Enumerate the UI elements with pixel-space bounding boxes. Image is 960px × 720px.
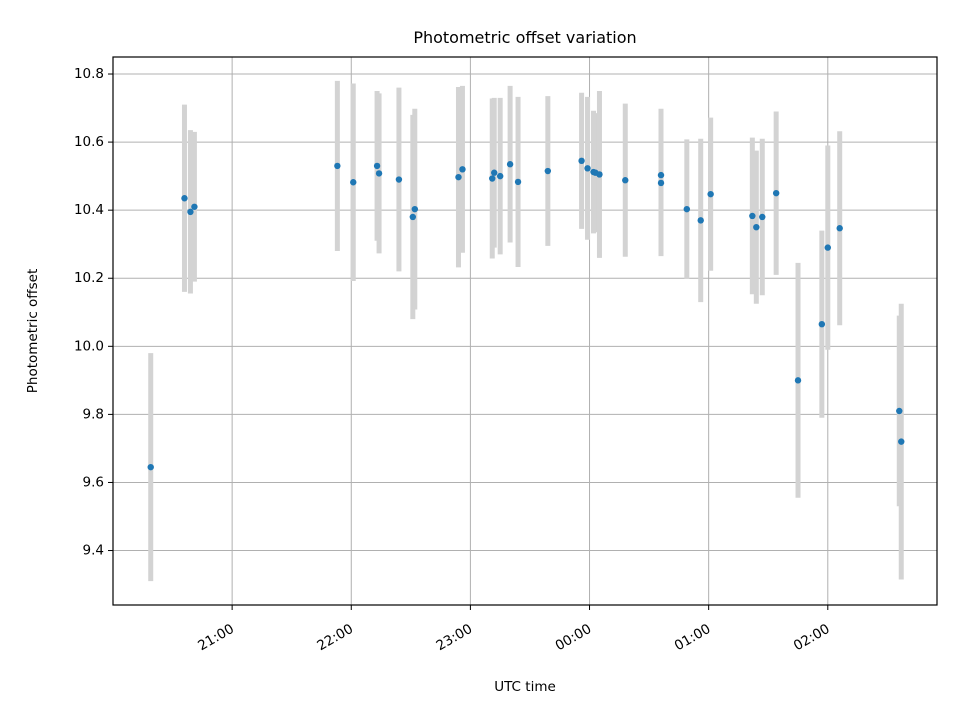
data-point: [794, 377, 802, 384]
data-point: [506, 161, 514, 168]
chart-title: Photometric offset variation: [413, 28, 636, 47]
data-point: [772, 189, 780, 197]
data-point: [375, 170, 383, 177]
data-point: [818, 320, 826, 328]
y-axis-label: Photometric offset: [25, 269, 41, 393]
data-point: [824, 244, 831, 251]
data-point: [191, 203, 198, 210]
y-tick-label: 10.2: [74, 270, 104, 286]
data-point: [578, 157, 585, 165]
data-point: [622, 177, 629, 184]
data-point: [697, 217, 704, 224]
plot-frame: [112, 56, 938, 606]
data-point: [584, 165, 591, 172]
data-point: [596, 171, 603, 178]
data-point: [489, 175, 496, 182]
y-tick-label: 9.8: [83, 406, 104, 422]
x-axis-label: UTC time: [494, 679, 556, 695]
data-point: [455, 173, 462, 181]
data-point: [187, 208, 194, 216]
data-point: [373, 162, 381, 170]
y-tick-label: 10.6: [74, 134, 104, 150]
data-point: [707, 190, 714, 198]
data-point: [459, 166, 466, 173]
data-point: [395, 176, 403, 183]
data-point: [753, 223, 760, 231]
data-point: [350, 179, 357, 186]
data-point: [334, 162, 341, 170]
y-tick-label: 10.0: [74, 338, 104, 354]
data-point: [683, 205, 691, 213]
data-point: [411, 205, 419, 213]
data-point: [147, 463, 154, 471]
data-points: [147, 157, 905, 471]
data-point: [749, 212, 756, 220]
data-point: [496, 172, 504, 180]
data-point: [836, 225, 843, 232]
data-point: [657, 171, 665, 179]
data-point: [181, 195, 188, 202]
y-tick-label: 9.6: [83, 474, 104, 490]
data-point: [759, 213, 766, 221]
data-point: [514, 178, 522, 186]
y-tick-label: 10.4: [74, 202, 104, 218]
data-point: [896, 407, 903, 415]
data-point: [544, 167, 552, 175]
data-point: [409, 213, 417, 221]
data-point: [657, 179, 665, 187]
data-point: [898, 438, 905, 445]
y-tick-label: 10.8: [74, 66, 104, 82]
data-point: [491, 169, 498, 176]
y-tick-label: 9.4: [83, 543, 104, 559]
